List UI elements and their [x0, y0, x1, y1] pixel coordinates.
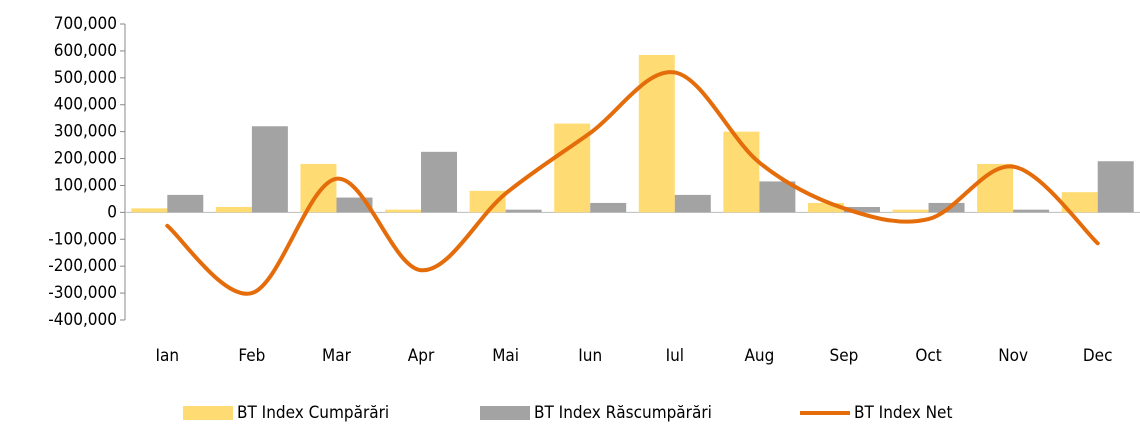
x-tick-label: Feb	[238, 346, 265, 366]
legend-label: BT Index Net	[854, 403, 952, 423]
bar	[590, 202, 627, 213]
bar	[251, 126, 288, 213]
bar	[469, 190, 506, 213]
bar	[759, 181, 796, 213]
y-tick-label: 600,000	[54, 41, 117, 61]
x-tick-label: Dec	[1083, 346, 1113, 366]
y-tick-label: 200,000	[54, 149, 117, 169]
x-tick-label: Sep	[830, 346, 859, 366]
y-tick-label: 700,000	[54, 14, 117, 34]
x-tick-label: Mai	[492, 346, 519, 366]
y-tick-label: 0	[107, 202, 117, 222]
y-tick-label: 300,000	[54, 122, 117, 142]
y-tick-label: 100,000	[54, 175, 117, 195]
bar	[674, 194, 711, 213]
bar	[807, 202, 844, 213]
bar	[1061, 192, 1098, 213]
x-tick-label: Ian	[156, 346, 180, 366]
bar	[167, 194, 204, 213]
bar	[385, 209, 422, 213]
y-tick-label: -200,000	[48, 256, 117, 276]
bar	[1013, 209, 1050, 213]
bar	[131, 208, 168, 213]
legend-label: BT Index Cumpărări	[237, 403, 389, 423]
x-tick-label: Iul	[666, 346, 684, 366]
y-tick-label: 500,000	[54, 68, 117, 88]
bar	[215, 206, 252, 213]
bar	[892, 209, 929, 213]
x-tick-label: Aug	[744, 346, 774, 366]
x-tick-label: Nov	[998, 346, 1028, 366]
y-tick-label: 400,000	[54, 95, 117, 115]
bar	[421, 151, 458, 213]
bar	[843, 206, 880, 213]
bar	[638, 54, 675, 213]
y-tick-label: -300,000	[48, 283, 117, 303]
legend-swatch	[480, 406, 530, 420]
x-tick-label: Apr	[408, 346, 435, 366]
x-tick-label: Iun	[578, 346, 602, 366]
legend-swatch	[183, 406, 233, 420]
y-tick-label: -100,000	[48, 229, 117, 249]
legend-label: BT Index Răscumpărări	[534, 403, 712, 423]
x-tick-label: Oct	[915, 346, 941, 366]
line	[165, 70, 1100, 296]
bar	[505, 209, 542, 213]
bar	[1097, 161, 1134, 213]
y-tick-label: -400,000	[48, 310, 117, 330]
bar	[300, 163, 337, 213]
x-tick-label: Mar	[322, 346, 352, 366]
